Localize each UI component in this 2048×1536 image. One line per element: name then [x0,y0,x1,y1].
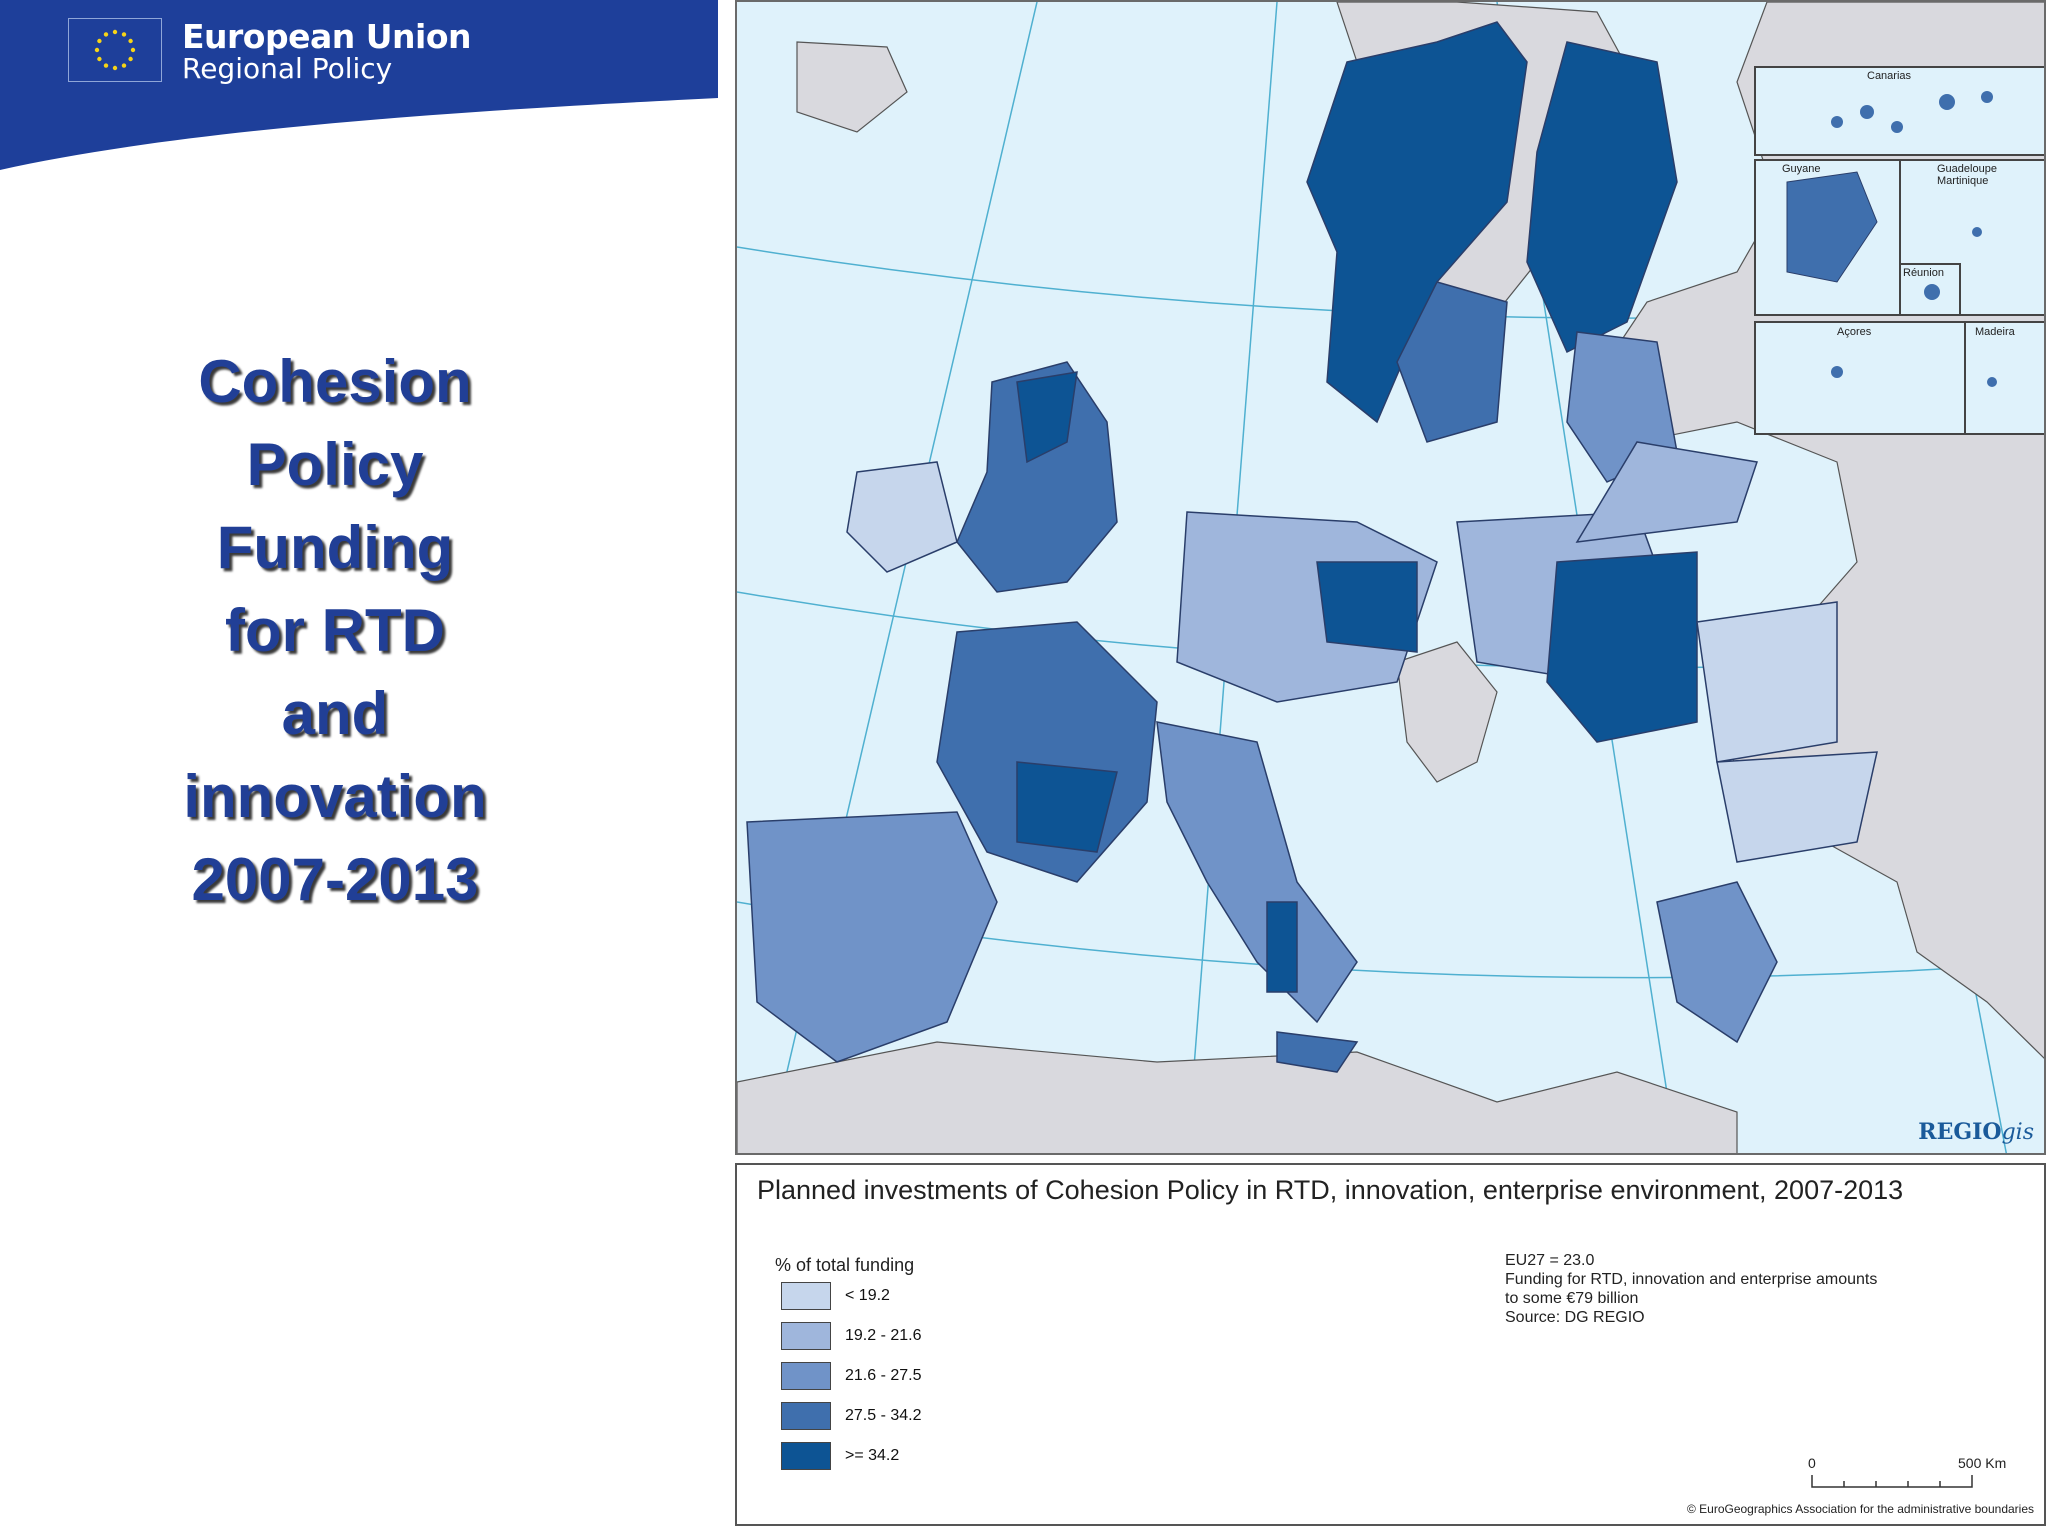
inset-label-guadeloupe: Guadeloupe [1937,163,1997,175]
legend-label: 19.2 - 21.6 [845,1327,922,1344]
title-line: 2007-2013 [191,846,479,913]
inset-label-canarias: Canarias [1867,70,1912,82]
legend-swatch [781,1442,831,1470]
title-line: innovation [183,763,487,830]
legend-swatch [781,1322,831,1350]
inset-label-guyane: Guyane [1782,163,1821,175]
scale-bar: 0 500 Km [1800,1455,2040,1495]
note-source: Source: DG REGIO [1505,1309,1645,1326]
eu-flag-icon [68,18,162,82]
inset-label-acores: Açores [1837,326,1872,338]
note-funding: Funding for RTD, innovation and enterpri… [1505,1271,1878,1288]
title-line: Funding [216,514,454,581]
brand-subtitle: Regional Policy [182,52,393,85]
inset-label-madeira: Madeira [1975,326,2016,338]
legend-swatch [781,1402,831,1430]
note-funding-amount: to some €79 billion [1505,1290,1639,1307]
slide-title: Cohesion Policy Funding for RTD and inno… [150,340,520,921]
scale-end-label: 500 Km [1958,1455,2007,1471]
title-line: Policy [246,431,424,498]
map-insets: Canarias Guyane Guadeloupe Martinique Ré… [1754,66,2044,435]
regiogis-logo-suffix: gis [2001,1120,2034,1145]
legend-label: >= 34.2 [845,1447,900,1464]
legend-swatch [781,1282,831,1310]
regiogis-logo: REGIOgis [1918,1119,2034,1145]
inset-label-reunion: Réunion [1903,267,1944,279]
banner-shape [0,0,718,170]
brand-name: European Union [182,17,472,56]
header-banner: European Union Regional Policy [0,0,720,175]
eu-regions [746,21,1878,1073]
legend-heading: % of total funding [775,1255,915,1275]
note-eu27: EU27 = 23.0 [1505,1252,1595,1269]
legend-title: Planned investments of Cohesion Policy i… [757,1175,1904,1205]
inset-label-martinique: Martinique [1937,175,1988,187]
europe-map: Canarias Guyane Guadeloupe Martinique Ré… [735,0,2046,1155]
scale-start-label: 0 [1808,1455,1816,1471]
title-line: for RTD [225,597,445,664]
legend-label: 21.6 - 27.5 [845,1367,922,1384]
copyright-text: © EuroGeographics Association for the ad… [1686,1502,2034,1516]
title-line: and [281,680,389,747]
legend-swatch [781,1362,831,1390]
map-legend: Planned investments of Cohesion Policy i… [735,1163,2046,1526]
legend-label: 27.5 - 34.2 [845,1407,922,1424]
title-line: Cohesion [198,348,472,415]
legend-notes: EU27 = 23.0 Funding for RTD, innovation … [1505,1251,1877,1327]
regiogis-logo-main: REGIO [1918,1119,2002,1145]
legend-label: < 19.2 [845,1287,890,1304]
scale-bar-graphic [1811,1475,1973,1488]
